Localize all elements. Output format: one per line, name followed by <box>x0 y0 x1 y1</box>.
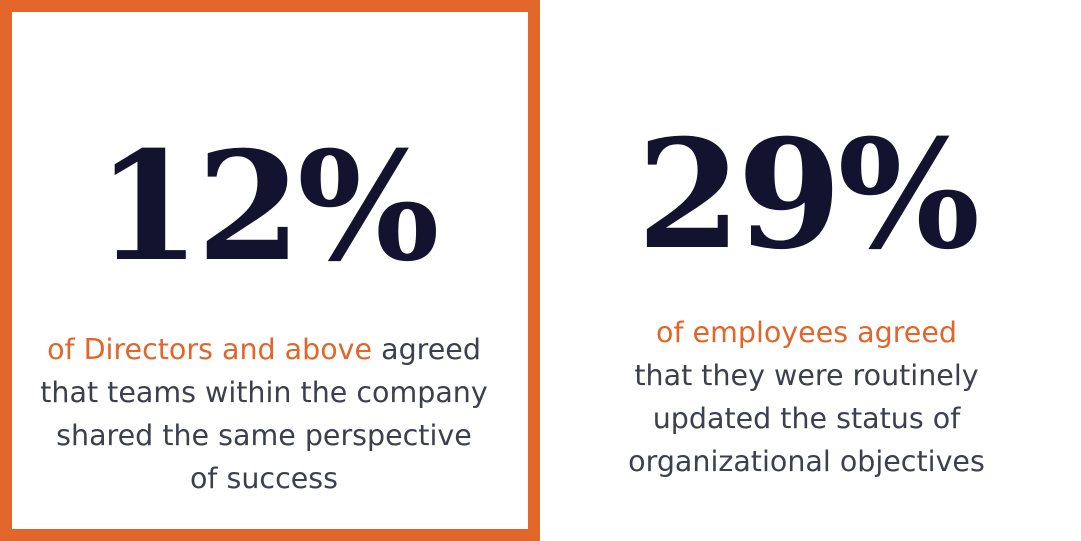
caption-line-2: that they were routinely <box>634 359 979 392</box>
stat-caption: of employees agreed that they were routi… <box>536 311 1077 483</box>
caption-line-2: that teams within the company <box>40 376 488 409</box>
stat-card-employees: 29% of employees agreed that they were r… <box>540 0 1081 541</box>
stat-caption: of Directors and above agreed that teams… <box>6 328 522 500</box>
caption-line-1-rest: agreed <box>372 333 481 366</box>
caption-highlight: of employees agreed <box>656 316 957 349</box>
stat-value: 12% <box>96 119 439 295</box>
caption-highlight: of Directors and above <box>47 333 373 366</box>
caption-line-3: shared the same perspective <box>56 419 472 452</box>
stat-value: 29% <box>636 107 980 283</box>
caption-line-3: updated the status of <box>652 402 961 435</box>
stat-card-directors: 12% of Directors and above agreed that t… <box>0 0 540 541</box>
caption-line-1: of Directors and above agreed <box>6 328 522 371</box>
caption-line-4: organizational objectives <box>628 445 985 478</box>
caption-line-4: of success <box>189 462 338 495</box>
